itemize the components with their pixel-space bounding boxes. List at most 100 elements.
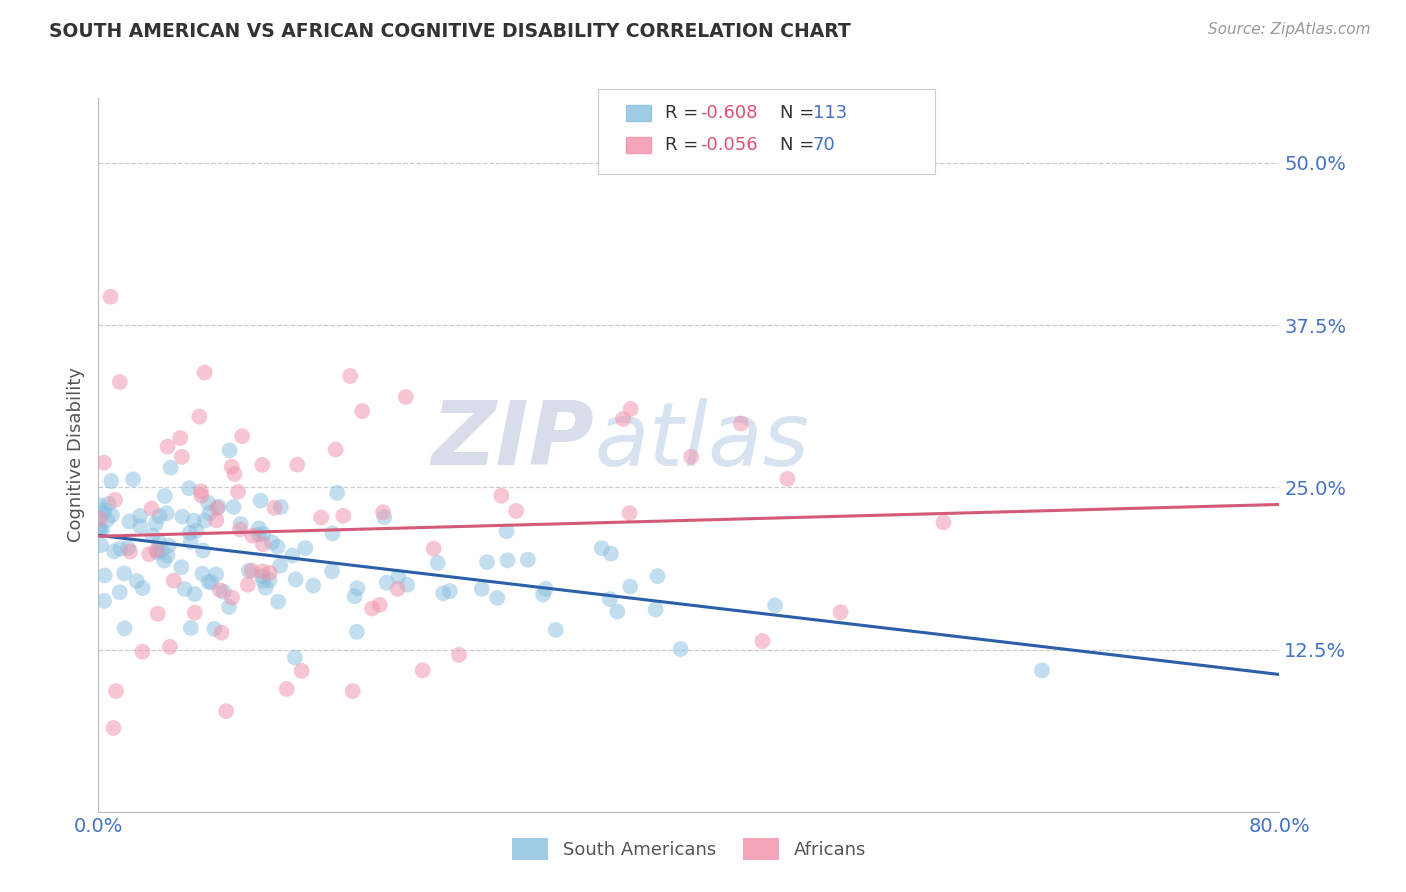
Point [184, 606, 207, 620]
Point [439, 584, 461, 599]
Text: atlas: atlas [595, 398, 810, 483]
Point [276, 681, 298, 696]
Point [93, 503, 115, 517]
Point [599, 547, 621, 561]
Point [606, 605, 628, 619]
Point [309, 510, 332, 524]
Point [218, 443, 240, 458]
Point [211, 625, 233, 640]
Point [226, 484, 249, 499]
Point [153, 489, 176, 503]
Point [191, 543, 214, 558]
Point [125, 574, 148, 588]
Point [291, 664, 314, 678]
Point [120, 544, 142, 558]
Point [491, 489, 513, 503]
Point [591, 541, 613, 556]
Point [432, 586, 454, 600]
Point [179, 525, 201, 540]
Point [97, 497, 120, 511]
Text: N =: N = [780, 136, 820, 154]
Point [263, 500, 285, 515]
Point [242, 529, 264, 543]
Point [198, 506, 221, 520]
Point [395, 390, 418, 404]
Point [177, 481, 200, 495]
Point [183, 587, 205, 601]
Point [830, 605, 852, 619]
Point [396, 578, 419, 592]
Point [375, 575, 398, 590]
Point [763, 599, 786, 613]
Point [387, 569, 409, 583]
Point [1031, 664, 1053, 678]
Point [156, 440, 179, 454]
Point [218, 599, 240, 614]
Point [112, 566, 135, 581]
Point [89, 523, 111, 537]
Point [205, 513, 228, 527]
Point [131, 581, 153, 595]
Text: 113: 113 [813, 104, 846, 122]
Point [343, 589, 366, 603]
Point [240, 564, 263, 578]
Point [93, 594, 115, 608]
Text: R =: R = [665, 104, 704, 122]
Point [169, 431, 191, 445]
Point [612, 412, 634, 426]
Legend: South Americans, Africans: South Americans, Africans [505, 830, 873, 867]
Point [212, 584, 235, 599]
Point [644, 602, 666, 616]
Point [247, 521, 270, 535]
Text: -0.056: -0.056 [700, 136, 758, 154]
Point [103, 721, 125, 735]
Point [342, 684, 364, 698]
Point [236, 578, 259, 592]
Point [259, 566, 281, 580]
Point [495, 524, 517, 539]
Point [252, 537, 274, 551]
Point [387, 582, 409, 596]
Point [426, 556, 449, 570]
Point [205, 567, 228, 582]
Point [231, 429, 253, 443]
Point [247, 527, 270, 541]
Point [346, 581, 368, 595]
Point [108, 585, 131, 599]
Point [361, 601, 384, 615]
Point [252, 458, 274, 472]
Point [269, 558, 291, 573]
Point [932, 516, 955, 530]
Point [475, 555, 498, 569]
Point [339, 369, 361, 384]
Point [620, 401, 643, 416]
Point [534, 582, 557, 596]
Point [191, 566, 214, 581]
Point [619, 506, 641, 520]
Point [238, 564, 260, 578]
Point [266, 540, 288, 554]
Point [138, 547, 160, 561]
Point [150, 543, 173, 558]
Point [326, 486, 349, 500]
Point [531, 588, 554, 602]
Point [110, 541, 132, 556]
Point [267, 595, 290, 609]
Y-axis label: Cognitive Disability: Cognitive Disability [66, 368, 84, 542]
Point [145, 516, 167, 531]
Point [131, 645, 153, 659]
Point [669, 642, 692, 657]
Point [221, 591, 243, 605]
Point [114, 621, 136, 635]
Point [190, 489, 212, 503]
Point [751, 634, 773, 648]
Point [190, 484, 212, 499]
Text: -0.608: -0.608 [700, 104, 758, 122]
Point [90, 538, 112, 552]
Point [252, 527, 274, 541]
Point [89, 499, 111, 513]
Point [197, 574, 219, 589]
Point [332, 508, 354, 523]
Point [229, 517, 252, 532]
Text: ZIP: ZIP [432, 397, 595, 484]
